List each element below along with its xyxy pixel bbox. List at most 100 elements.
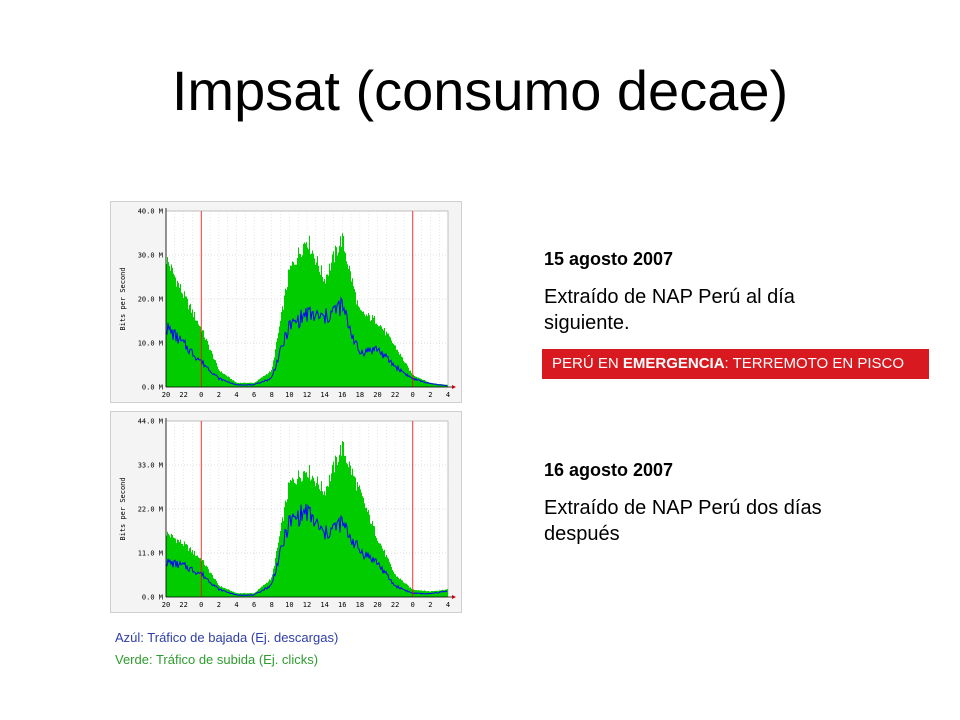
upload-bar [302,480,303,597]
upload-bar [295,264,296,387]
upload-bar [208,344,209,387]
upload-bar [321,265,322,387]
upload-bar [210,572,211,597]
upload-bar [220,372,221,387]
upload-bar [327,486,328,597]
upload-bar [418,377,419,387]
upload-bar [327,274,328,387]
upload-bar [299,253,300,387]
upload-bar [338,461,339,597]
upload-bar [172,267,173,387]
upload-bar [189,304,190,387]
upload-bar [404,362,405,387]
y-axis-label: Bits per Second [119,267,127,330]
upload-bar [419,378,420,387]
upload-bar [440,384,441,387]
upload-bar [256,381,257,387]
upload-bar [359,307,360,387]
upload-bar [378,326,379,387]
upload-bar [436,383,437,387]
upload-bar [346,261,347,387]
y-axis-label: Bits per Second [119,477,127,540]
upload-bar [332,464,333,597]
x-tick-label: 16 [338,391,346,399]
upload-bar [293,262,294,387]
x-tick-label: 20 [162,601,170,609]
upload-bar [280,320,281,387]
upload-bar [186,296,187,387]
upload-bar [275,557,276,597]
upload-bar [175,538,176,597]
upload-bar [322,491,323,597]
upload-bar [187,298,188,387]
upload-bar [409,370,410,387]
upload-bar [166,535,167,597]
x-tick-label: 4 [234,601,238,609]
upload-bar [210,350,211,387]
upload-bar [447,384,448,387]
upload-bar [226,588,227,597]
upload-bar [211,573,212,597]
x-tick-label: 2 [428,391,432,399]
upload-bar [272,574,273,597]
x-tick-label: 16 [338,601,346,609]
upload-bar [286,502,287,597]
upload-bar [206,338,207,387]
x-tick-label: 20 [373,391,381,399]
upload-bar [194,551,195,597]
x-tick-label: 12 [303,391,311,399]
x-tick-label: 22 [179,601,187,609]
upload-bar [196,555,197,597]
upload-bar [211,350,212,387]
upload-bar [360,309,361,387]
upload-bar [434,383,435,387]
upload-bar [283,309,284,387]
upload-bar [416,376,417,387]
upload-bar [438,384,439,387]
upload-bar [288,482,289,597]
upload-bar [299,476,300,597]
upload-bar [423,379,424,387]
upload-bar [364,314,365,387]
upload-bar [363,497,364,597]
upload-bar [221,586,222,597]
upload-bar [410,370,411,387]
upload-bar [273,568,274,597]
x-tick-label: 4 [446,601,450,609]
upload-bar [381,545,382,597]
upload-bar [430,591,431,597]
upload-bar [274,565,275,597]
upload-bar [403,360,404,387]
x-tick-label: 8 [270,601,274,609]
upload-bar [364,503,365,597]
upload-bar [380,325,381,387]
upload-bar [294,264,295,387]
upload-bar [379,543,380,597]
upload-bar [428,382,429,387]
upload-bar [199,558,200,597]
upload-bar [308,477,309,597]
upload-bar [333,461,334,597]
upload-bar [272,366,273,387]
upload-bar [224,587,225,597]
upload-bar [285,288,286,387]
legend-green: Verde: Tráfico de subida (Ej. clicks) [115,652,319,667]
y-tick-label: 20.0 M [138,296,163,304]
upload-bar [198,557,199,597]
upload-bar [200,326,201,387]
upload-bar [217,583,218,597]
upload-bar [383,550,384,597]
upload-bar [329,263,330,387]
upload-bar [225,588,226,597]
upload-bar [328,486,329,597]
upload-bar [169,535,170,597]
upload-bar [413,374,414,387]
upload-bar [370,523,371,597]
upload-bar [181,292,182,387]
upload-bar [355,477,356,597]
upload-bar [294,482,295,597]
upload-bar [270,372,271,387]
upload-bar [265,375,266,387]
upload-bar [362,496,363,597]
upload-bar [205,566,206,597]
